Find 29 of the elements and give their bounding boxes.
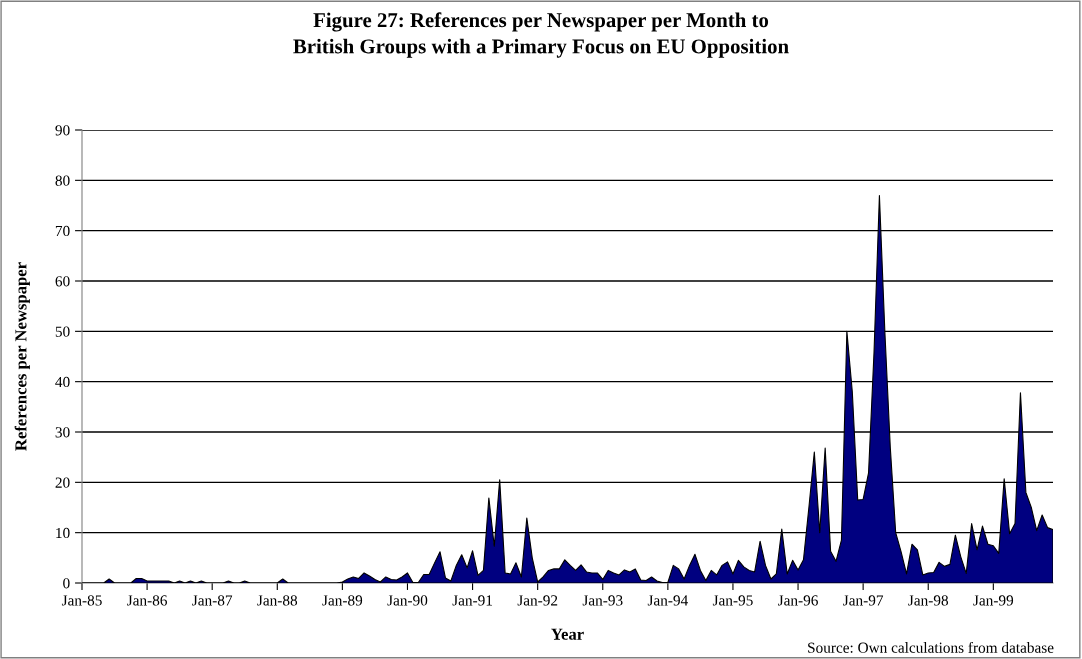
x-tick-label: Jan-87	[192, 595, 233, 606]
x-tick-label: Jan-97	[843, 595, 884, 606]
x-tick-label: Jan-91	[452, 595, 493, 606]
chart-title: Figure 27: References per Newspaper per Month to British Groups with a Primary Focus on EU Opposition	[293, 12, 789, 58]
y-tick-label: 40	[55, 376, 70, 388]
source-note: Source: Own calculations from database	[808, 641, 1054, 653]
x-tick-label: Jan-89	[322, 595, 363, 606]
y-tick-label: 10	[56, 527, 70, 539]
y-tick-label: 0	[63, 578, 70, 589]
x-tick-label: Jan-86	[127, 595, 167, 606]
x-tick-label: Jan-88	[257, 595, 298, 606]
x-tick-label: Jan-94	[647, 595, 688, 606]
x-tick-label: Jan-95	[712, 595, 753, 606]
x-tick-label: Jan-99	[973, 595, 1014, 606]
x-axis-title: Year	[551, 628, 584, 640]
x-tick-label: Jan-93	[582, 595, 623, 606]
x-tick-label: Jan-96	[778, 595, 818, 606]
y-tick-label: 70	[55, 225, 70, 237]
x-tick-label: Jan-90	[387, 595, 428, 606]
y-tick-label: 20	[55, 477, 70, 488]
y-axis-title: References per Newspaper	[14, 262, 30, 451]
y-tick-label: 50	[55, 326, 70, 337]
x-tick-label: Jan-92	[517, 595, 558, 606]
y-tick-label: 30	[55, 427, 70, 438]
y-tick-label: 80	[55, 175, 70, 186]
y-tick-label: 90	[55, 125, 70, 136]
x-tick-label: Jan-98	[908, 595, 949, 606]
y-tick-label: 60	[55, 276, 70, 287]
x-tick-label: Jan-85	[61, 595, 102, 606]
